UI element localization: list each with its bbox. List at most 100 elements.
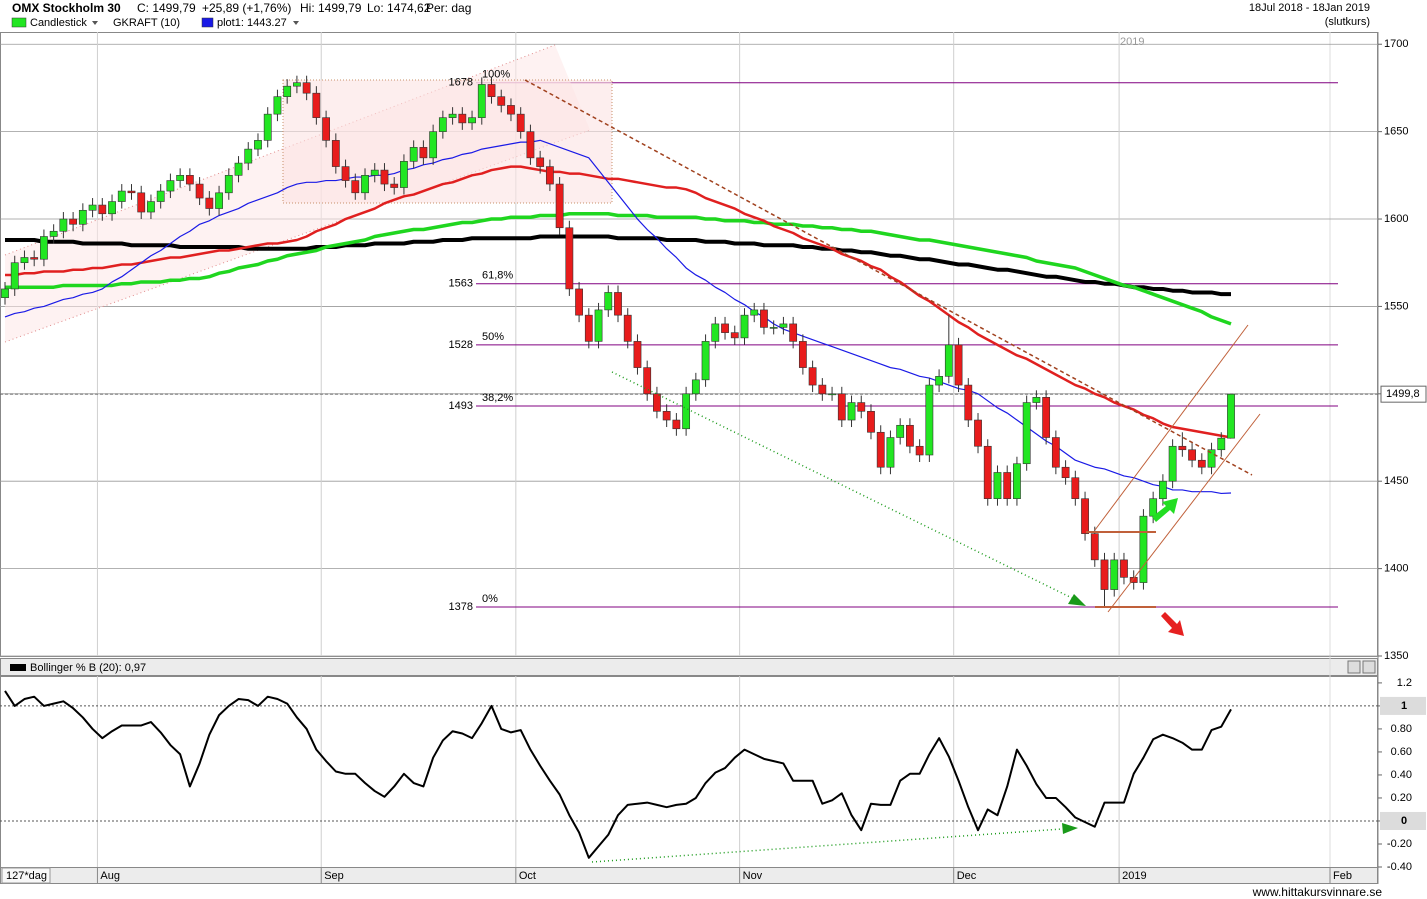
moving-average — [5, 165, 1232, 439]
candle-body — [798, 341, 807, 368]
candle-body — [944, 344, 953, 377]
candle-body — [594, 309, 603, 342]
x-tick-label: Oct — [519, 870, 536, 882]
fib-value: 1378 — [449, 601, 473, 613]
candle-body — [545, 166, 554, 185]
candle-body — [808, 367, 817, 386]
moving-average — [5, 212, 1232, 326]
candle-body — [127, 190, 136, 194]
legend-swatch — [201, 17, 214, 28]
candle-body — [993, 472, 1002, 499]
candle-body — [526, 131, 535, 159]
candle-body — [896, 424, 905, 438]
candle-body — [760, 309, 768, 328]
candle-body — [876, 431, 885, 468]
candle-body — [137, 192, 146, 213]
candle-body — [40, 236, 48, 260]
candle-body — [633, 341, 642, 368]
candle-body — [477, 84, 486, 118]
candle-body — [915, 445, 924, 456]
date-range: 18Jul 2018 - 18Jan 2019 — [1249, 2, 1370, 14]
indicator-panel — [0, 676, 1378, 868]
candle-body — [293, 82, 301, 87]
candle-body — [662, 410, 671, 421]
y-tick-label: 0 — [1401, 815, 1407, 827]
y-tick-label: -0.20 — [1387, 838, 1412, 850]
legend-label[interactable]: GKRAFT (10) — [113, 17, 180, 29]
settings-button[interactable] — [1347, 660, 1361, 674]
candle-body — [847, 402, 856, 421]
candle-body — [701, 341, 710, 381]
candle-body — [507, 105, 515, 115]
x-tick-label: Sep — [324, 870, 344, 882]
candle-body — [1032, 397, 1041, 403]
candle-body — [1100, 559, 1109, 590]
y-tick-label: 0.40 — [1391, 769, 1412, 781]
candle-body — [1, 288, 9, 298]
legend-swatch — [10, 664, 26, 671]
candle-body — [536, 157, 545, 167]
candle-body — [312, 92, 321, 118]
candle-body — [263, 113, 272, 141]
candle-body — [857, 402, 866, 412]
candle-body — [341, 166, 350, 181]
footer: www.hittakursvinnare.se — [1252, 885, 1383, 899]
candle-body — [438, 117, 447, 132]
candle-body — [215, 192, 223, 209]
x-tick-label: Feb — [1333, 870, 1352, 882]
candle-body — [244, 148, 253, 164]
candle-body — [565, 227, 574, 290]
legend-swatch — [11, 17, 27, 28]
candle-body — [653, 393, 661, 412]
trend-line — [524, 79, 1253, 476]
down-arrow — [1161, 612, 1184, 636]
candle-body — [886, 437, 895, 468]
candle-body — [1110, 559, 1119, 590]
candle-body — [409, 147, 418, 162]
arrow-head — [1068, 594, 1086, 606]
indicator-title: Bollinger % B (20): 0,97 — [30, 662, 146, 674]
quote-low: Lo: 1474,62 — [367, 1, 431, 15]
candle-body — [837, 393, 846, 421]
candle-body — [740, 314, 749, 339]
fib-value: 1528 — [449, 339, 473, 351]
y-tick-label: 1 — [1401, 700, 1407, 712]
candle-body — [1227, 393, 1235, 439]
candle-body — [331, 140, 340, 167]
quote-change: +25,89 (+1,76%) — [202, 1, 291, 15]
fib-percent: 50% — [482, 331, 504, 343]
candle-body — [623, 314, 632, 342]
close-button[interactable] — [1362, 660, 1376, 674]
candle-body — [351, 180, 360, 194]
tick-highlight — [1380, 811, 1426, 830]
candle-body — [20, 257, 29, 264]
fib-value: 1563 — [449, 278, 473, 290]
candle-body — [254, 140, 262, 150]
candle-body — [448, 113, 457, 118]
candle-body — [604, 292, 613, 311]
candle-body — [711, 323, 720, 342]
candle-body — [1217, 437, 1226, 451]
fib-percent: 100% — [482, 69, 510, 81]
candle-body — [1090, 533, 1099, 561]
y-tick-label: 1600 — [1384, 213, 1408, 225]
candle-body — [964, 384, 973, 421]
legend-label[interactable]: Candlestick — [30, 17, 87, 29]
candle-body — [1129, 577, 1138, 583]
year-label: 2019 — [1120, 36, 1144, 48]
last-price-label: 1499,8 — [1386, 388, 1420, 400]
x-tick-label: Dec — [957, 870, 977, 882]
indicator-header — [0, 658, 1378, 676]
candle-body — [935, 376, 943, 386]
legend-label[interactable]: plot1: 1443.27 — [217, 17, 287, 29]
candle-body — [302, 82, 311, 94]
candle-body — [691, 379, 700, 395]
candle-body — [273, 96, 282, 115]
dropdown-icon[interactable] — [293, 21, 299, 25]
candle-body — [322, 117, 330, 141]
quote-high: Hi: 1499,79 — [300, 1, 362, 15]
y-tick-label: 0.80 — [1391, 723, 1412, 735]
dropdown-icon[interactable] — [92, 21, 98, 25]
candle-body — [458, 113, 467, 124]
candle-body — [516, 113, 525, 132]
